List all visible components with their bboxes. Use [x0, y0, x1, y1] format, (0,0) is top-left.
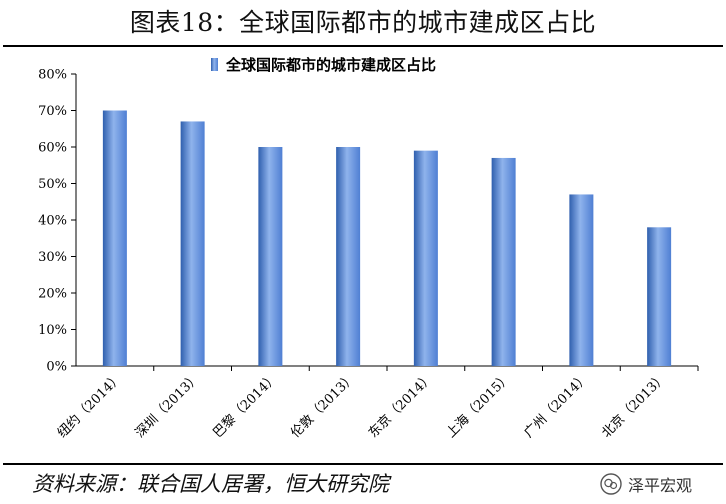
- y-tick-label: 40%: [38, 214, 67, 229]
- watermark: 泽平宏观: [600, 470, 718, 498]
- bar: [413, 150, 438, 366]
- watermark-text: 泽平宏观: [628, 476, 693, 495]
- legend-swatch: [211, 58, 218, 71]
- x-category-label: 深圳（2013）: [133, 370, 204, 441]
- x-category-label: 广州（2014）: [521, 370, 592, 441]
- bar-chart: 全球国际都市的城市建成区占比 0% 10% 20% 30% 40% 50% 60% 70% 80…: [38, 56, 699, 441]
- y-tick-label: 50%: [38, 177, 67, 192]
- y-tick-label: 60%: [38, 141, 67, 156]
- x-category-label: 巴黎（2014）: [210, 370, 281, 441]
- legend-label: 全球国际都市的城市建成区占比: [225, 56, 436, 74]
- source-note: 资料来源：联合国人居署，恒大研究院: [32, 472, 389, 496]
- x-category-label: 伦敦（2013）: [287, 370, 358, 441]
- x-axis-labels: 纽约（2014） 深圳（2013） 巴黎（2014） 伦敦（2013） 东京（2014）…: [55, 370, 670, 441]
- y-tick-label: 30%: [38, 250, 67, 265]
- x-category-label: 东京（2014）: [366, 370, 437, 441]
- bar: [258, 147, 283, 366]
- x-category-label: 上海（2015）: [444, 370, 515, 441]
- bar: [180, 121, 205, 366]
- bottom-rule: [3, 463, 723, 465]
- figure-title: 图表18：全球国际都市的城市建成区占比: [129, 8, 597, 37]
- top-rule: [3, 45, 723, 47]
- bar: [647, 227, 672, 366]
- chart-bars: [102, 110, 672, 366]
- y-tick-label: 20%: [38, 287, 67, 302]
- y-tick-label: 10%: [38, 323, 67, 338]
- x-category-label: 北京（2013）: [599, 370, 670, 441]
- x-category-label: 纽约（2014）: [55, 370, 126, 441]
- y-tick-label: 0%: [46, 360, 67, 375]
- bar: [569, 194, 594, 366]
- chart-legend: 全球国际都市的城市建成区占比: [211, 56, 436, 74]
- bar: [491, 157, 516, 366]
- wechat-icon: [600, 473, 622, 495]
- y-tick-label: 70%: [38, 104, 67, 119]
- bar: [102, 110, 127, 366]
- bar: [336, 147, 361, 366]
- y-tick-label: 80%: [38, 68, 67, 83]
- chart-axes: 0% 10% 20% 30% 40% 50% 60% 70% 80%: [38, 68, 699, 375]
